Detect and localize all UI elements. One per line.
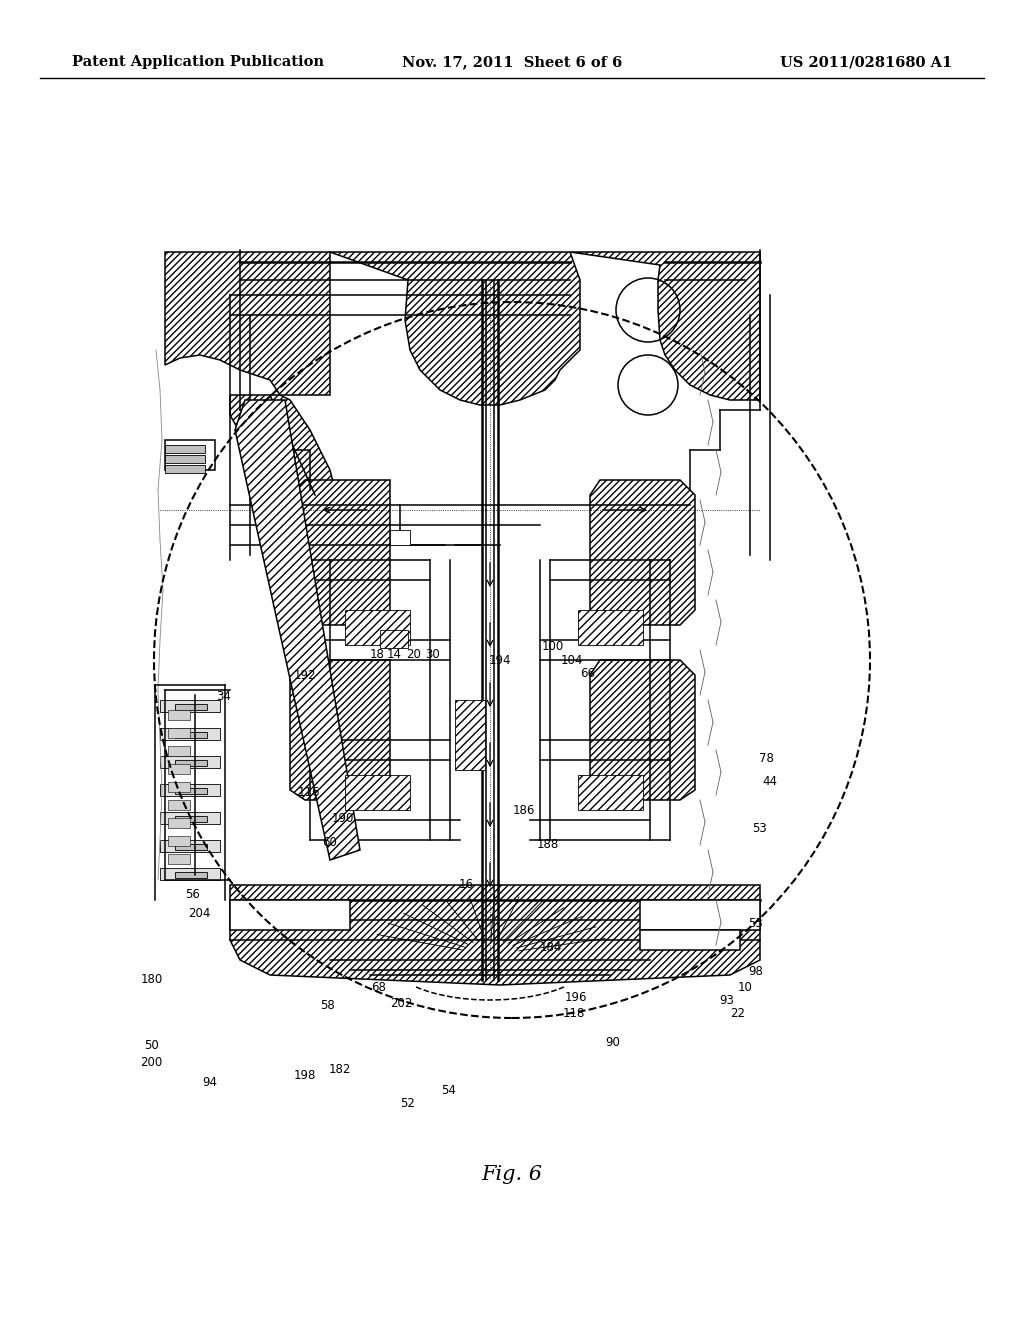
Bar — [168, 781, 190, 792]
Bar — [168, 764, 190, 774]
Text: 192: 192 — [294, 669, 316, 682]
Bar — [640, 931, 740, 950]
Text: 30: 30 — [425, 648, 439, 661]
Text: 66: 66 — [581, 667, 595, 680]
Bar — [168, 746, 190, 756]
Bar — [160, 812, 220, 824]
Text: 53: 53 — [749, 917, 763, 931]
Bar — [455, 700, 485, 770]
Bar — [168, 818, 190, 828]
Bar — [168, 800, 190, 810]
Text: 180: 180 — [140, 973, 163, 986]
Bar — [175, 704, 207, 710]
Text: 116: 116 — [298, 785, 321, 799]
Bar — [160, 756, 220, 768]
Text: Fig. 6: Fig. 6 — [481, 1166, 543, 1184]
Text: 196: 196 — [564, 991, 587, 1005]
Bar — [345, 775, 410, 810]
Bar — [175, 843, 207, 850]
Polygon shape — [290, 660, 390, 800]
Bar — [230, 900, 350, 931]
Text: 200: 200 — [140, 1056, 163, 1069]
Bar — [160, 869, 220, 880]
Bar — [578, 610, 643, 645]
Text: 100: 100 — [542, 640, 564, 653]
Text: 18: 18 — [370, 648, 384, 661]
Polygon shape — [590, 660, 695, 800]
Bar — [160, 840, 220, 851]
Text: 104: 104 — [560, 653, 583, 667]
Text: 94: 94 — [203, 1076, 217, 1089]
Text: Nov. 17, 2011  Sheet 6 of 6: Nov. 17, 2011 Sheet 6 of 6 — [401, 55, 623, 69]
Bar — [168, 854, 190, 865]
Bar — [175, 873, 207, 878]
Text: 22: 22 — [730, 1007, 744, 1020]
Bar — [165, 465, 205, 473]
Polygon shape — [290, 480, 390, 624]
Text: 186: 186 — [513, 804, 536, 817]
Text: 10: 10 — [738, 981, 753, 994]
Text: 204: 204 — [188, 907, 211, 920]
Bar — [175, 733, 207, 738]
Text: 182: 182 — [329, 1063, 351, 1076]
Polygon shape — [330, 252, 580, 405]
Bar — [168, 710, 190, 719]
Text: 98: 98 — [749, 965, 763, 978]
Text: Patent Application Publication: Patent Application Publication — [72, 55, 324, 69]
Bar — [168, 836, 190, 846]
Bar — [165, 445, 205, 453]
Text: 78: 78 — [759, 752, 773, 766]
Text: 34: 34 — [216, 690, 230, 704]
Bar — [578, 775, 643, 810]
Text: 188: 188 — [537, 838, 559, 851]
Text: 184: 184 — [540, 941, 562, 954]
Text: 20: 20 — [407, 648, 421, 661]
Text: 16: 16 — [459, 878, 473, 891]
Text: 194: 194 — [488, 653, 511, 667]
Text: 202: 202 — [390, 997, 413, 1010]
Text: 52: 52 — [400, 1097, 415, 1110]
Bar — [640, 900, 760, 931]
Text: 118: 118 — [562, 1007, 585, 1020]
Text: 93: 93 — [720, 994, 734, 1007]
Bar — [175, 816, 207, 822]
Text: 56: 56 — [185, 888, 200, 902]
Text: 44: 44 — [763, 775, 777, 788]
Text: US 2011/0281680 A1: US 2011/0281680 A1 — [779, 55, 952, 69]
Bar — [175, 788, 207, 795]
Bar — [160, 729, 220, 741]
Bar — [390, 531, 410, 545]
Text: 198: 198 — [294, 1069, 316, 1082]
Text: 58: 58 — [321, 999, 335, 1012]
Polygon shape — [230, 884, 760, 985]
Text: 14: 14 — [387, 648, 401, 661]
Bar — [165, 455, 205, 463]
Bar — [345, 610, 410, 645]
Text: 60: 60 — [323, 836, 337, 849]
Polygon shape — [570, 252, 760, 400]
Text: 190: 190 — [332, 812, 354, 825]
Text: 68: 68 — [372, 981, 386, 994]
Polygon shape — [165, 252, 330, 395]
Text: 50: 50 — [144, 1039, 159, 1052]
Bar — [165, 440, 215, 470]
Bar — [160, 700, 220, 711]
Bar — [160, 784, 220, 796]
Text: 53: 53 — [753, 822, 767, 836]
Polygon shape — [230, 395, 340, 560]
Bar — [380, 630, 408, 648]
Polygon shape — [590, 480, 695, 624]
Polygon shape — [234, 400, 360, 861]
Bar — [168, 729, 190, 738]
Text: 90: 90 — [605, 1036, 620, 1049]
Bar — [175, 760, 207, 766]
Text: 54: 54 — [441, 1084, 456, 1097]
